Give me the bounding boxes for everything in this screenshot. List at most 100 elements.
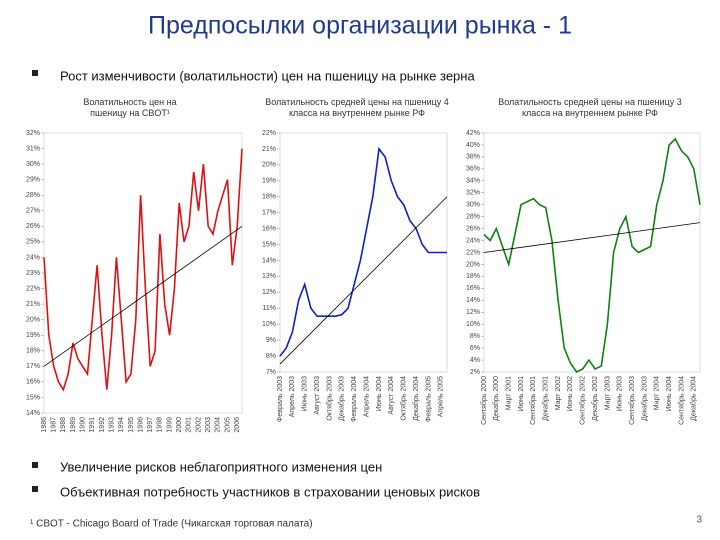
bullet: Рост изменчивости (волатильности) цен на… (60, 68, 475, 83)
y-tick-label: 24% (466, 237, 480, 244)
bullet-marker (32, 462, 38, 468)
y-tick-label: 20% (26, 317, 40, 324)
x-tick-label: Декабрь 2004 (690, 376, 698, 421)
x-tick-label: Декабрь 2003 (338, 376, 346, 421)
y-tick-label: 26% (26, 223, 40, 230)
y-tick-label: 38% (466, 154, 480, 161)
y-tick-label: 30% (466, 202, 480, 209)
x-tick-label: 1990 (79, 417, 86, 433)
y-tick-label: 11% (263, 305, 277, 312)
x-tick-label: 1986 (41, 417, 48, 433)
x-tick-label: Декабрь 2002 (591, 376, 599, 421)
bullet: Увеличение рисков неблагоприятного измен… (60, 459, 382, 474)
y-tick-label: 24% (26, 254, 40, 261)
plot-area (279, 132, 448, 373)
y-tick-label: 22% (262, 130, 276, 137)
y-tick-label: 21% (26, 301, 40, 308)
trend-line (279, 196, 448, 365)
y-tick-label: 21% (262, 146, 276, 153)
y-tick-label: 36% (466, 166, 480, 173)
x-tick-label: Август 2003 (314, 376, 321, 415)
x-tick-label: Июнь 2002 (567, 376, 574, 411)
slide-title: Предпосылки организации рынка - 1 (148, 12, 572, 40)
x-tick-label: Июнь 2003 (302, 376, 309, 411)
x-tick-label: 1998 (157, 417, 164, 433)
y-tick-label: 13% (262, 273, 276, 280)
x-tick-label: 1997 (147, 417, 154, 433)
y-tick-label: 20% (262, 162, 276, 169)
y-tick-label: 12% (262, 289, 276, 296)
y-tick-label: 22% (26, 285, 40, 292)
x-tick-label: Февраль 2004 (351, 376, 358, 422)
y-tick-label: 28% (26, 192, 40, 199)
x-tick-label: Июнь 2003 (617, 376, 624, 411)
y-tick-label: 28% (466, 213, 480, 220)
footnote: ¹ CBOT - Chicago Board of Trade (Чикагск… (30, 519, 313, 530)
bullet: Объективная потребность участников в стр… (60, 484, 480, 499)
y-tick-label: 31% (26, 145, 40, 152)
x-tick-label: Сентябрь 2001 (529, 376, 537, 425)
x-tick-label: Февраль 2003 (277, 376, 284, 422)
x-tick-label: 1992 (99, 417, 106, 433)
x-tick-label: 1999 (166, 417, 173, 433)
x-tick-label: 1995 (128, 417, 135, 433)
y-tick-label: 29% (26, 177, 40, 184)
x-tick-label: Сентябрь 2002 (579, 376, 587, 425)
y-tick-label: 23% (26, 270, 40, 277)
trend-line (483, 222, 701, 253)
x-tick-label: Август 2004 (388, 376, 395, 415)
y-tick-label: 30% (26, 161, 40, 168)
y-tick-label: 14% (26, 410, 40, 417)
y-tick-label: 20% (466, 261, 480, 268)
plot-area (483, 132, 701, 373)
y-tick-label: 18% (466, 273, 480, 280)
y-tick-label: 8% (266, 353, 276, 360)
x-tick-label: Март 2001 (506, 376, 513, 410)
y-tick-label: 8% (470, 333, 480, 340)
x-tick-label: 2001 (186, 417, 193, 433)
page-number: 3 (696, 515, 702, 526)
y-tick-label: 14% (466, 297, 480, 304)
x-tick-label: Сентябрь 2004 (677, 376, 685, 425)
x-tick-label: Сентябрь 2003 (628, 376, 636, 425)
x-tick-label: Апрель 2005 (438, 376, 445, 417)
y-tick-label: 10% (262, 321, 276, 328)
y-tick-label: 17% (26, 363, 40, 370)
y-tick-label: 4% (470, 357, 480, 364)
x-tick-label: Октябрь 2003 (325, 376, 333, 421)
y-tick-label: 40% (466, 142, 480, 149)
x-tick-label: Апрель 2004 (363, 376, 370, 417)
bullet-marker (32, 486, 38, 492)
x-tick-label: Декабрь 2000 (492, 376, 500, 421)
y-tick-label: 6% (470, 345, 480, 352)
y-tick-label: 27% (26, 208, 40, 215)
data-line (43, 148, 243, 392)
x-tick-label: 1994 (118, 417, 125, 433)
y-tick-label: 17% (262, 210, 276, 217)
x-tick-label: Декабрь 2004 (412, 376, 420, 421)
x-tick-label: Июнь 2004 (666, 376, 673, 411)
y-tick-label: 26% (466, 225, 480, 232)
y-tick-label: 15% (26, 394, 40, 401)
x-tick-label: Март 2004 (654, 376, 661, 410)
y-tick-label: 18% (26, 348, 40, 355)
chart-title: Волатильность цен на пшеницу на CBOT¹ (83, 97, 176, 118)
y-tick-label: 7% (266, 369, 276, 376)
x-tick-label: 2006 (234, 417, 241, 433)
y-tick-label: 16% (26, 379, 40, 386)
x-tick-label: 2005 (224, 417, 231, 433)
x-tick-label: Декабрь 2001 (542, 376, 550, 421)
plot-area (43, 132, 243, 414)
x-tick-label: Декабрь 2003 (640, 376, 648, 421)
x-tick-label: 2002 (195, 417, 202, 433)
x-tick-label: Март 2003 (604, 376, 611, 410)
x-tick-label: 1991 (89, 417, 96, 433)
y-tick-label: 42% (466, 130, 480, 137)
trend-line (43, 226, 243, 367)
y-tick-label: 12% (466, 309, 480, 316)
x-tick-label: 2003 (205, 417, 212, 433)
x-tick-label: 1988 (60, 417, 67, 433)
x-tick-label: Июнь 2004 (376, 376, 383, 411)
